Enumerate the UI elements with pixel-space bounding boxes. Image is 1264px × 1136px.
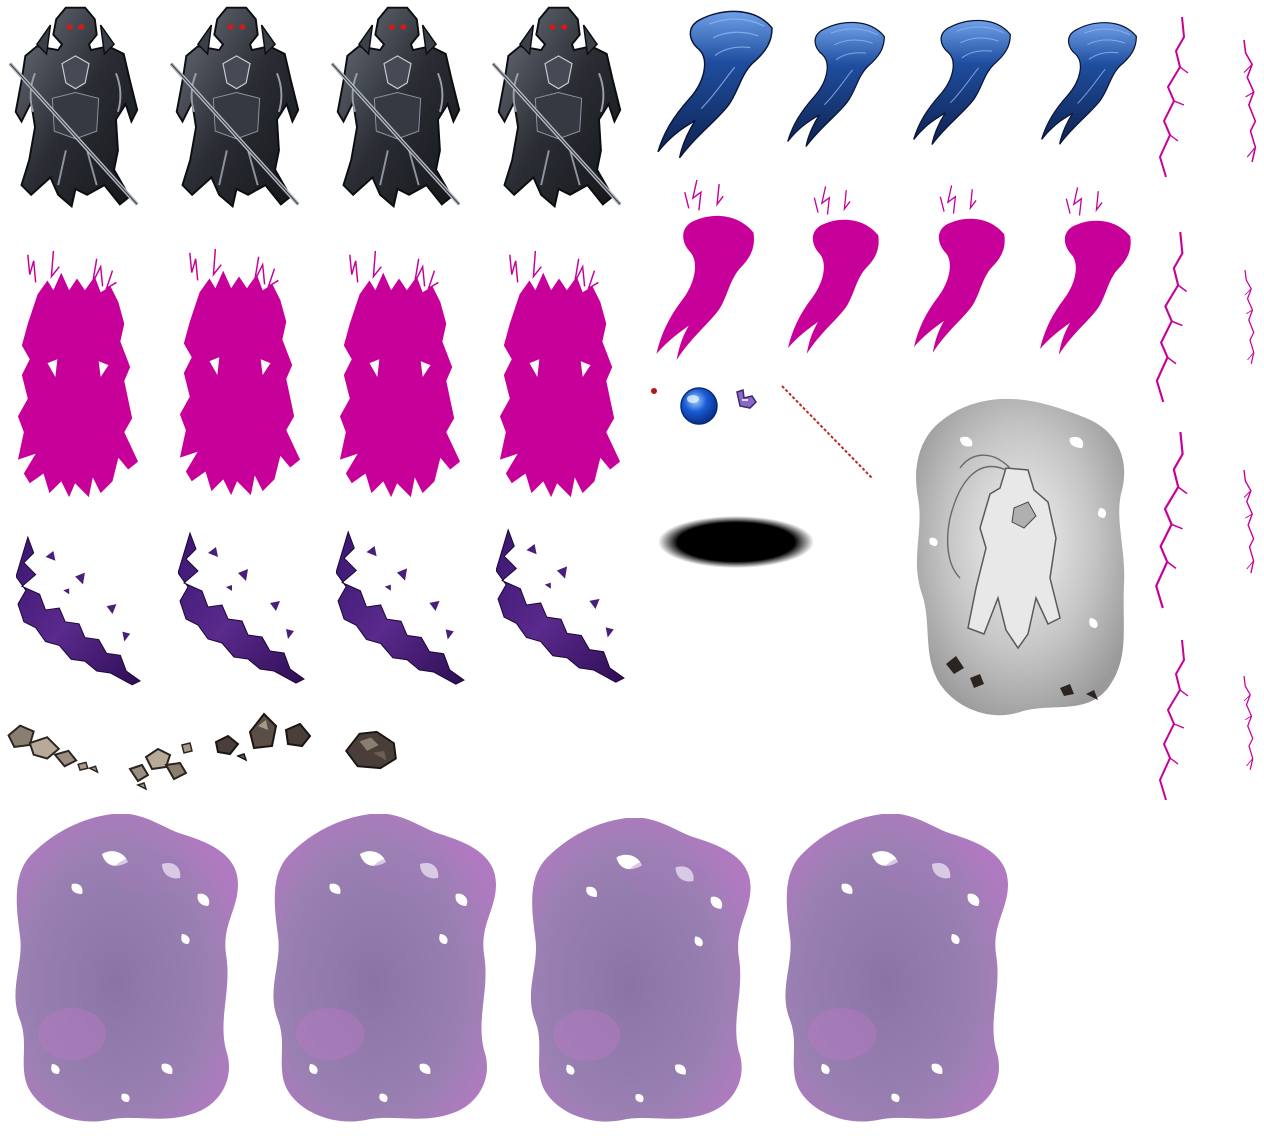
magenta-lightning-icon — [1244, 40, 1255, 162]
armored-knight-icon — [10, 8, 137, 207]
smoke-cloud-frame-2 — [270, 814, 500, 1124]
purple-smoke-icon — [531, 817, 751, 1121]
plume-mask-frame-1 — [656, 180, 758, 362]
armored-knight-frame-4 — [491, 4, 626, 210]
rubble-frame-4 — [342, 728, 400, 770]
rubble-frame-2 — [126, 740, 196, 792]
lightning-strand-5 — [1154, 430, 1198, 610]
purple-slash-icon — [178, 533, 304, 683]
hair-plume-icon — [1042, 23, 1137, 145]
magenta-silhouette-icon — [180, 249, 300, 495]
knight-mask-frame-1 — [14, 248, 142, 500]
rock-debris-icon — [9, 726, 98, 772]
armored-knight-frame-1 — [8, 4, 143, 210]
armored-knight-frame-3 — [330, 4, 465, 210]
knight-mask-frame-2 — [176, 244, 304, 500]
magenta-silhouette-icon — [500, 251, 620, 497]
lightning-strand-6 — [1226, 470, 1262, 580]
ghost-knight — [908, 398, 1132, 728]
ground-shadow — [658, 516, 814, 568]
plume-frame-2 — [786, 10, 886, 158]
magenta-lightning-icon — [1156, 432, 1187, 608]
small-red-dot — [651, 388, 657, 394]
smoke-cloud-frame-1 — [12, 814, 242, 1124]
magenta-plume-icon — [914, 185, 1005, 352]
plume-mask-frame-2 — [788, 180, 882, 362]
magenta-plume-icon — [656, 180, 754, 360]
magenta-plume-icon — [788, 186, 879, 353]
red-dotted-line — [781, 385, 873, 479]
lightning-strand-1 — [1158, 12, 1198, 182]
magenta-lightning-icon — [1245, 270, 1254, 364]
plume-frame-3 — [912, 8, 1012, 156]
purple-smoke-icon — [15, 813, 238, 1121]
purple-glyph-icon — [736, 388, 757, 409]
magenta-lightning-icon — [1244, 470, 1254, 573]
smoke-cloud-frame-4 — [782, 814, 1012, 1124]
hair-plume-icon — [914, 20, 1011, 144]
lightning-strand-3 — [1154, 232, 1198, 402]
plume-frame-1 — [656, 10, 774, 158]
lightning-strand-8 — [1226, 676, 1262, 776]
magenta-plume-icon — [1040, 187, 1131, 354]
purple-smoke-icon — [273, 813, 496, 1121]
purple-smoke-icon — [785, 813, 1008, 1121]
rock-debris-icon — [130, 743, 192, 789]
magenta-lightning-icon — [1160, 17, 1188, 177]
hair-plume-icon — [788, 22, 885, 146]
knight-mask-frame-4 — [496, 248, 624, 500]
lightning-strand-4 — [1228, 270, 1262, 370]
plume-mask-frame-3 — [914, 180, 1008, 360]
rubble-frame-3 — [214, 712, 314, 762]
blue-orb — [680, 387, 718, 425]
dark-slash-frame-4 — [496, 524, 628, 688]
magenta-lightning-icon — [1157, 232, 1187, 402]
magenta-silhouette-icon — [340, 251, 460, 497]
smoke-cloud-frame-3 — [526, 818, 756, 1124]
knight-mask-frame-3 — [336, 248, 464, 500]
armored-knight-icon — [332, 8, 459, 207]
magenta-lightning-icon — [1244, 676, 1253, 770]
lightning-strand-2 — [1226, 40, 1262, 170]
ghost-knight-icon — [916, 399, 1124, 715]
armored-knight-icon — [493, 8, 620, 207]
red-dot-icon — [651, 388, 657, 394]
hair-plume-icon — [658, 11, 772, 157]
armored-knight-frame-2 — [169, 4, 304, 210]
dark-slash-frame-2 — [178, 530, 308, 686]
plume-frame-4 — [1040, 8, 1138, 158]
red-line-icon — [781, 385, 873, 479]
purple-slash-icon — [336, 532, 464, 684]
purple-slash-icon — [496, 530, 624, 682]
magenta-silhouette-icon — [18, 251, 138, 497]
armored-knight-icon — [171, 8, 298, 207]
rock-debris-icon — [216, 714, 310, 760]
rubble-frame-1 — [4, 716, 102, 774]
small-glyph — [736, 388, 757, 409]
rock-debris-icon — [346, 732, 396, 768]
lightning-strand-7 — [1156, 640, 1200, 800]
purple-slash-icon — [16, 537, 140, 685]
dark-slash-frame-1 — [16, 536, 144, 686]
blue-orb-icon — [680, 387, 718, 425]
magenta-lightning-icon — [1160, 640, 1188, 800]
dark-slash-frame-3 — [336, 528, 468, 688]
shadow-ellipse-icon — [658, 516, 814, 568]
plume-mask-frame-4 — [1040, 182, 1134, 362]
